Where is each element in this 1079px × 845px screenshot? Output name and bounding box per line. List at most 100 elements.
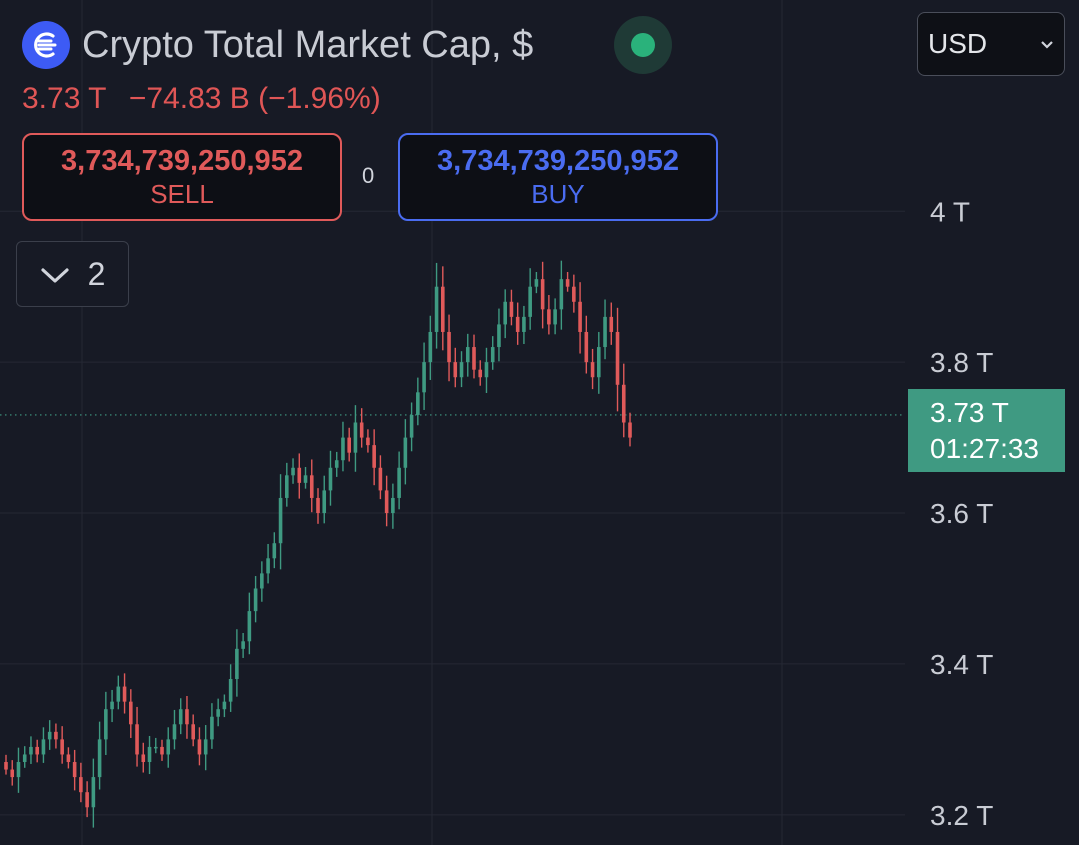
candle-body <box>347 437 351 453</box>
candle-body <box>603 316 607 348</box>
buy-button[interactable]: 3,734,739,250,952 BUY <box>398 133 718 221</box>
indicator-count: 2 <box>87 255 106 292</box>
candle-body <box>41 739 46 755</box>
candle-body <box>47 731 52 740</box>
candle-body <box>628 422 632 438</box>
candle-body <box>185 709 189 725</box>
candle-body <box>222 701 227 710</box>
candle-body <box>10 769 15 778</box>
candle-body <box>97 739 102 778</box>
market-open-dot-icon[interactable] <box>614 16 672 74</box>
candle-body <box>459 362 464 378</box>
candle-body <box>366 437 370 446</box>
candle-body <box>153 746 158 749</box>
candle-body <box>266 558 270 574</box>
price-axis: 4 T 3.8 T 3.6 T 3.4 T 3.2 T <box>930 196 993 831</box>
candle-body <box>178 709 183 725</box>
candle-body <box>4 762 8 770</box>
candle-body <box>578 301 582 332</box>
candle-body <box>235 648 239 680</box>
market-cap-logo-icon <box>22 21 70 69</box>
candle-body <box>272 543 277 559</box>
price-change-row: 3.73 T −74.83 B (−1.96%) <box>22 82 395 116</box>
candle-body <box>60 739 64 755</box>
y-tick-label: 3.6 T <box>930 498 993 529</box>
candle-body <box>110 701 114 710</box>
candle-body <box>540 279 545 310</box>
candle-body <box>553 309 557 325</box>
candle-body <box>16 762 21 778</box>
candle-body <box>359 422 364 438</box>
candle-body <box>141 754 146 763</box>
candle-body <box>334 460 339 468</box>
last-price: 3.73 T <box>22 82 107 115</box>
candle-body <box>447 331 451 363</box>
candle-body <box>484 362 489 378</box>
candle-body <box>522 316 526 332</box>
candle-body <box>210 716 214 740</box>
candle-body <box>384 490 389 514</box>
candle-body <box>160 746 164 755</box>
candle-body <box>597 347 601 378</box>
candle-body <box>565 279 570 287</box>
chevron-down-icon <box>1040 33 1054 56</box>
candle-body <box>303 475 308 483</box>
candle-body <box>422 362 426 393</box>
candle-body <box>490 347 495 363</box>
candle-body <box>216 709 220 717</box>
candle-body <box>322 490 327 514</box>
chart-title: Crypto Total Market Cap, $ <box>82 23 534 66</box>
candle-body <box>278 497 283 544</box>
candle-body <box>378 467 383 491</box>
candlestick-series <box>4 260 632 828</box>
candle-body <box>72 762 77 778</box>
candle-body <box>441 286 445 332</box>
candle-body <box>453 362 458 378</box>
candle-body <box>241 641 245 649</box>
candle-body <box>621 384 626 423</box>
candle-body <box>328 467 333 491</box>
price-label-countdown: 01:27:33 <box>930 433 1039 464</box>
candle-body <box>203 739 208 755</box>
candle-body <box>191 724 195 740</box>
candle-body <box>434 286 439 332</box>
candle-body <box>228 679 233 702</box>
candle-body <box>166 739 171 755</box>
candle-body <box>515 316 520 332</box>
candle-body <box>91 777 96 808</box>
candle-body <box>247 611 252 642</box>
candle-body <box>409 414 414 438</box>
candle-body <box>534 279 539 287</box>
price-change: −74.83 B (−1.96%) <box>128 82 381 115</box>
candle-body <box>416 392 420 415</box>
sell-button[interactable]: 3,734,739,250,952 SELL <box>22 133 342 221</box>
candle-body <box>147 746 152 763</box>
last-price-label: 3.73 T 01:27:33 <box>908 389 1065 472</box>
candle-body <box>309 475 314 498</box>
candle-body <box>478 369 483 378</box>
chart-grid <box>0 0 905 845</box>
candle-body <box>116 686 121 702</box>
sell-price: 3,734,739,250,952 <box>61 145 303 177</box>
indicators-toggle-button[interactable]: 2 <box>16 241 129 307</box>
buy-label: BUY <box>531 179 585 209</box>
price-label-value: 3.73 T <box>930 397 1009 428</box>
y-tick-label: 3.8 T <box>930 347 993 378</box>
currency-select[interactable]: USD <box>917 12 1065 76</box>
candle-body <box>397 467 401 498</box>
candle-body <box>291 467 295 476</box>
candle-body <box>104 709 108 740</box>
candle-body <box>472 347 476 370</box>
candle-body <box>22 754 27 763</box>
status-dot <box>631 33 655 57</box>
candle-body <box>509 301 514 317</box>
candle-body <box>497 324 501 348</box>
candle-body <box>197 739 202 755</box>
candle-body <box>316 497 320 514</box>
candle-body <box>547 309 551 325</box>
candle-body <box>403 437 408 468</box>
candle-body <box>428 331 433 363</box>
candle-body <box>528 286 532 317</box>
candle-body <box>129 701 133 725</box>
